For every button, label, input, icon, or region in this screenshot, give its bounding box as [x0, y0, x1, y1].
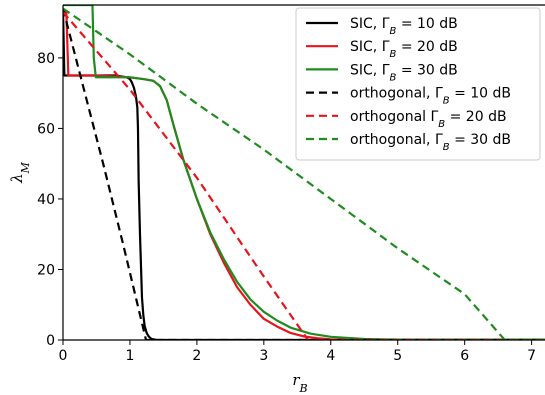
legend-label-1: SIC, ΓB = 10 dB — [350, 16, 458, 37]
y-tick-label: 20 — [37, 262, 55, 278]
legend-label-5: orthogonal ΓB = 20 dB — [350, 109, 507, 130]
y-tick-label: 0 — [46, 333, 55, 349]
x-axis-label: rB — [292, 371, 307, 395]
y-tick-label: 60 — [37, 121, 55, 137]
x-tick-label: 5 — [393, 348, 402, 364]
series-line-6 — [63, 7, 545, 340]
x-tick-label: 7 — [527, 348, 536, 364]
legend-label-6: orthogonal, ΓB = 30 dB — [350, 132, 511, 153]
plot-lines — [63, 5, 545, 340]
legend-label-3: SIC, ΓB = 30 dB — [350, 62, 458, 83]
series-line-4 — [63, 8, 545, 340]
x-tick-label: 6 — [460, 348, 469, 364]
x-tick-label: 0 — [59, 348, 68, 364]
x-tick-label: 4 — [326, 348, 335, 364]
y-tick-label: 40 — [37, 192, 55, 208]
legend-label-4: orthogonal, ΓB = 10 dB — [350, 86, 511, 107]
y-axis-label: λM — [8, 161, 32, 184]
ticks: 0 1 2 3 4 5 6 7 0 20 40 60 80 — [37, 51, 536, 364]
x-tick-label: 2 — [192, 348, 201, 364]
series-line-5 — [63, 11, 545, 340]
legend-box — [295, 7, 541, 161]
x-tick-label: 1 — [125, 348, 134, 364]
x-tick-label: 3 — [259, 348, 268, 364]
legend-label-2: SIC, ΓB = 20 dB — [350, 39, 458, 60]
y-tick-label: 80 — [37, 51, 55, 67]
series-line-3 — [63, 5, 545, 340]
